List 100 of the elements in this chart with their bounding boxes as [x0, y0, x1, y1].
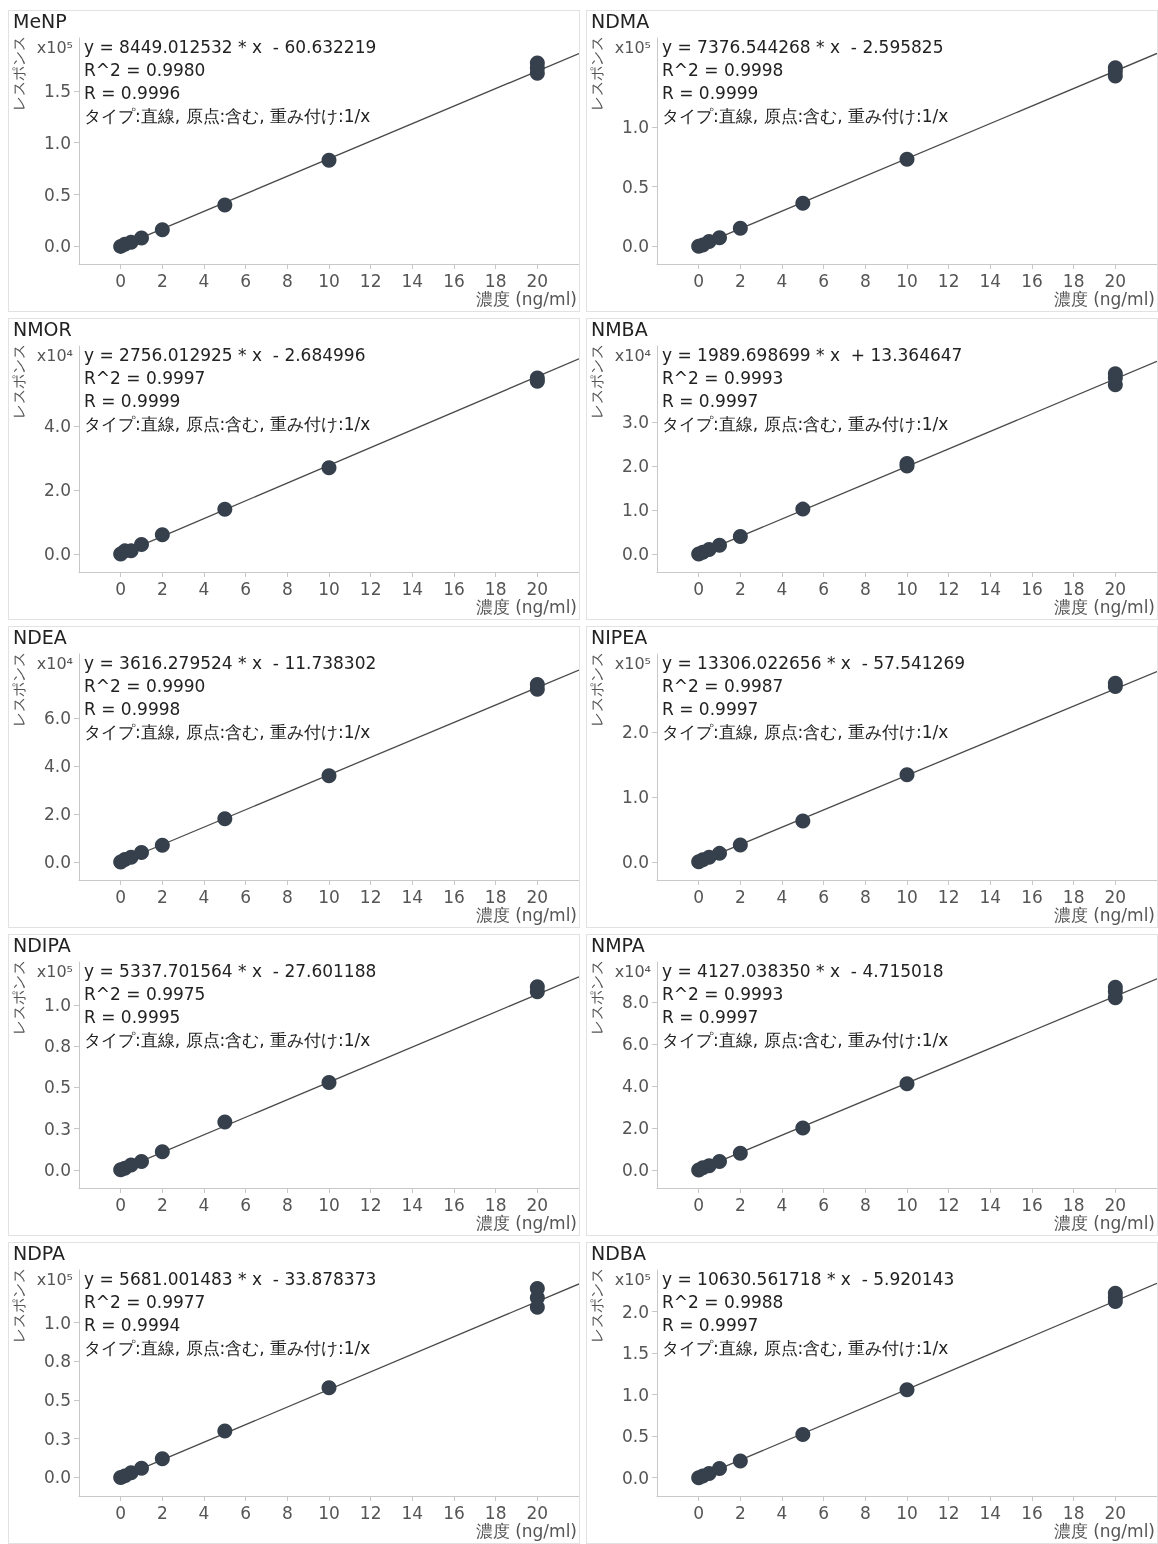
y-tick-label: 2.0 [621, 721, 649, 742]
x-axis-title: 濃度 (ng/ml) [475, 905, 577, 925]
x-tick-label: 6 [240, 270, 252, 291]
text: x10⁵ [36, 961, 73, 981]
x-axis-title: 濃度 (ng/ml) [475, 289, 577, 309]
chart-title: NDIPA [13, 933, 71, 956]
x-tick-label: 18 [1062, 1502, 1085, 1523]
annotation: タイプ:直線, 原点:含む, 重み付け:1/x [84, 722, 371, 742]
x-tick-label: 4 [776, 270, 788, 291]
annotation: R = 0.9997 [662, 1007, 759, 1027]
x-tick-label: 12 [937, 578, 960, 599]
annotation: R^2 = 0.9977 [84, 1292, 206, 1312]
y-tick-label: 2.0 [43, 480, 71, 501]
x-tick-label: 10 [896, 270, 918, 291]
annotation: R = 0.9998 [84, 699, 181, 719]
y-tick-label: 0.0 [43, 852, 71, 873]
y-tick-label: 0.3 [43, 1428, 71, 1449]
x-tick-label: 0 [693, 886, 705, 907]
x-tick-label: 8 [859, 270, 871, 291]
x-tick-label: 6 [818, 886, 830, 907]
x-axis-title: 濃度 (ng/ml) [475, 597, 577, 617]
chart-title: NMOR [13, 317, 72, 340]
y-tick-label: 1.0 [621, 1384, 649, 1405]
x-tick-label: 8 [281, 578, 293, 599]
x-tick-label: 0 [693, 1194, 705, 1215]
text: x10⁴ [614, 345, 651, 365]
annotation: y = 7376.544268 * x - 2.595825 [662, 37, 944, 57]
x-tick-label: 18 [1062, 578, 1085, 599]
x-tick-label: 14 [979, 578, 1002, 599]
x-tick-label: 4 [198, 578, 210, 599]
y-tick-label: 1.0 [43, 1312, 71, 1333]
text: x10⁵ [36, 1269, 73, 1289]
annotation: R = 0.9994 [84, 1315, 181, 1335]
annotation: y = 5337.701564 * x - 27.601188 [84, 961, 377, 981]
x-tick-label: 20 [1104, 1502, 1127, 1523]
x-tick-label: 0 [115, 270, 127, 291]
x-tick-label: 6 [240, 578, 252, 599]
x-tick-label: 10 [318, 1194, 340, 1215]
y-tick-label: 0.0 [621, 1467, 649, 1488]
x-tick-label: 14 [401, 1194, 424, 1215]
annotation: タイプ:直線, 原点:含む, 重み付け:1/x [662, 414, 949, 434]
x-tick-label: 2 [734, 270, 746, 291]
x-tick-label: 4 [776, 886, 788, 907]
y-axis-title: レスポンス [10, 1268, 28, 1343]
x-tick-label: 2 [156, 886, 168, 907]
x-tick-label: 0 [115, 1194, 127, 1215]
annotation: R = 0.9999 [662, 83, 759, 103]
x-tick-label: 2 [156, 270, 168, 291]
x-tick-label: 0 [115, 1502, 127, 1523]
x-axis-title: 濃度 (ng/ml) [1053, 905, 1155, 925]
x-tick-label: 10 [318, 1502, 340, 1523]
annotation: R = 0.9997 [662, 391, 759, 411]
x-tick-label: 4 [198, 270, 210, 291]
chart-title: NMPA [591, 933, 645, 956]
y-tick-label: 6.0 [43, 708, 71, 729]
annotation: y = 13306.022656 * x - 57.541269 [662, 653, 966, 673]
annotation: R^2 = 0.9998 [662, 60, 784, 80]
x-tick-label: 0 [115, 578, 127, 599]
chart-title: NDPA [13, 1241, 66, 1264]
y-tick-label: 1.5 [43, 80, 71, 101]
y-tick-label: 1.5 [621, 1343, 649, 1364]
x-tick-label: 12 [937, 1502, 960, 1523]
x-tick-label: 12 [937, 270, 960, 291]
x-tick-label: 18 [1062, 270, 1085, 291]
y-tick-label: 3.0 [621, 412, 649, 433]
annotation: タイプ:直線, 原点:含む, 重み付け:1/x [84, 414, 371, 434]
x-axis-title: 濃度 (ng/ml) [475, 1213, 577, 1233]
x-tick-label: 20 [1104, 1194, 1127, 1215]
x-tick-label: 8 [859, 1194, 871, 1215]
x-tick-label: 4 [198, 1502, 210, 1523]
chart-title: NDMA [591, 9, 650, 32]
x-tick-label: 10 [896, 578, 918, 599]
x-tick-label: 20 [526, 270, 549, 291]
x-axis-title: 濃度 (ng/ml) [475, 1521, 577, 1541]
y-tick-label: 0.0 [43, 544, 71, 565]
y-axis-title: レスポンス [10, 344, 28, 419]
x-tick-label: 8 [281, 1502, 293, 1523]
x-tick-label: 20 [1104, 886, 1127, 907]
y-tick-label: 1.0 [621, 500, 649, 520]
x-tick-label: 16 [443, 270, 465, 291]
chart-title: MeNP [13, 9, 67, 32]
annotation: y = 3616.279524 * x - 11.738302 [84, 653, 377, 673]
y-tick-label: 0.0 [43, 236, 71, 257]
annotation: R = 0.9999 [84, 391, 181, 411]
x-tick-label: 8 [281, 270, 293, 291]
x-tick-label: 18 [1062, 886, 1085, 907]
text: x10⁴ [614, 961, 651, 981]
text: x10⁵ [614, 37, 651, 57]
text: x10⁵ [36, 37, 73, 57]
x-tick-label: 18 [484, 270, 507, 291]
y-tick-label: 8.0 [621, 991, 649, 1012]
x-tick-label: 20 [1104, 270, 1127, 291]
annotation: R^2 = 0.9990 [84, 676, 206, 696]
y-axis-title: レスポンス [10, 36, 28, 111]
text: x10⁴ [36, 653, 73, 673]
x-tick-label: 16 [443, 578, 465, 599]
x-tick-label: 2 [734, 1194, 746, 1215]
y-tick-label: 0.0 [621, 851, 649, 872]
x-tick-label: 2 [734, 886, 746, 907]
annotation: R = 0.9997 [662, 1315, 759, 1335]
